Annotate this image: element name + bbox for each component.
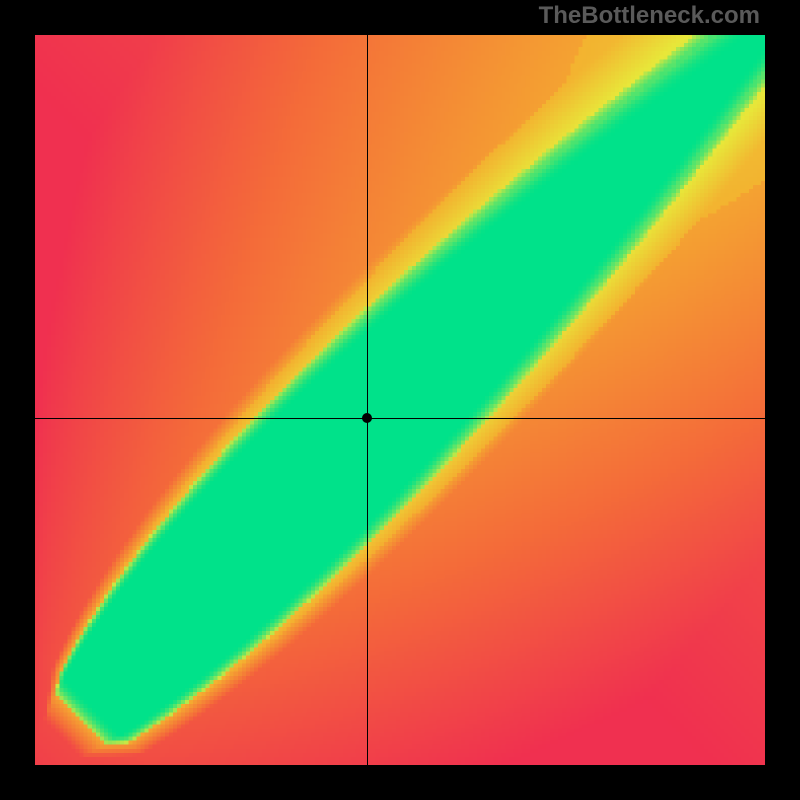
crosshair-horizontal [35, 418, 765, 419]
bottleneck-heatmap [35, 35, 765, 765]
crosshair-vertical [367, 35, 368, 765]
marker-dot [362, 413, 372, 423]
frame-right [765, 0, 800, 800]
watermark: TheBottleneck.com [539, 2, 760, 30]
frame-bottom [0, 765, 800, 800]
heatmap-canvas [35, 35, 765, 765]
frame-left [0, 0, 35, 800]
